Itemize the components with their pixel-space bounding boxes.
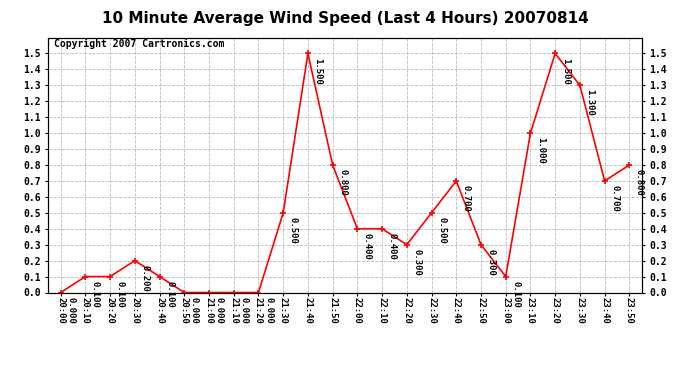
Text: 1.500: 1.500: [561, 58, 570, 84]
Text: 0.400: 0.400: [363, 233, 372, 260]
Text: 0.300: 0.300: [413, 249, 422, 276]
Text: 0.000: 0.000: [264, 297, 273, 324]
Text: Copyright 2007 Cartronics.com: Copyright 2007 Cartronics.com: [55, 39, 225, 49]
Text: 0.000: 0.000: [66, 297, 75, 324]
Text: 0.300: 0.300: [486, 249, 495, 276]
Text: 0.000: 0.000: [190, 297, 199, 324]
Text: 0.100: 0.100: [116, 281, 125, 308]
Text: 1.000: 1.000: [536, 137, 545, 164]
Text: 0.500: 0.500: [288, 217, 298, 244]
Text: 0.000: 0.000: [215, 297, 224, 324]
Text: 0.100: 0.100: [91, 281, 100, 308]
Text: 0.800: 0.800: [635, 169, 644, 196]
Text: 0.100: 0.100: [165, 281, 174, 308]
Text: 10 Minute Average Wind Speed (Last 4 Hours) 20070814: 10 Minute Average Wind Speed (Last 4 Hou…: [101, 11, 589, 26]
Text: 0.700: 0.700: [610, 185, 619, 212]
Text: 0.000: 0.000: [239, 297, 248, 324]
Text: 0.400: 0.400: [388, 233, 397, 260]
Text: 0.800: 0.800: [338, 169, 347, 196]
Text: 1.500: 1.500: [313, 58, 322, 84]
Text: 0.100: 0.100: [511, 281, 520, 308]
Text: 1.300: 1.300: [585, 90, 595, 116]
Text: 0.500: 0.500: [437, 217, 446, 244]
Text: 0.200: 0.200: [140, 265, 150, 292]
Text: 0.700: 0.700: [462, 185, 471, 212]
